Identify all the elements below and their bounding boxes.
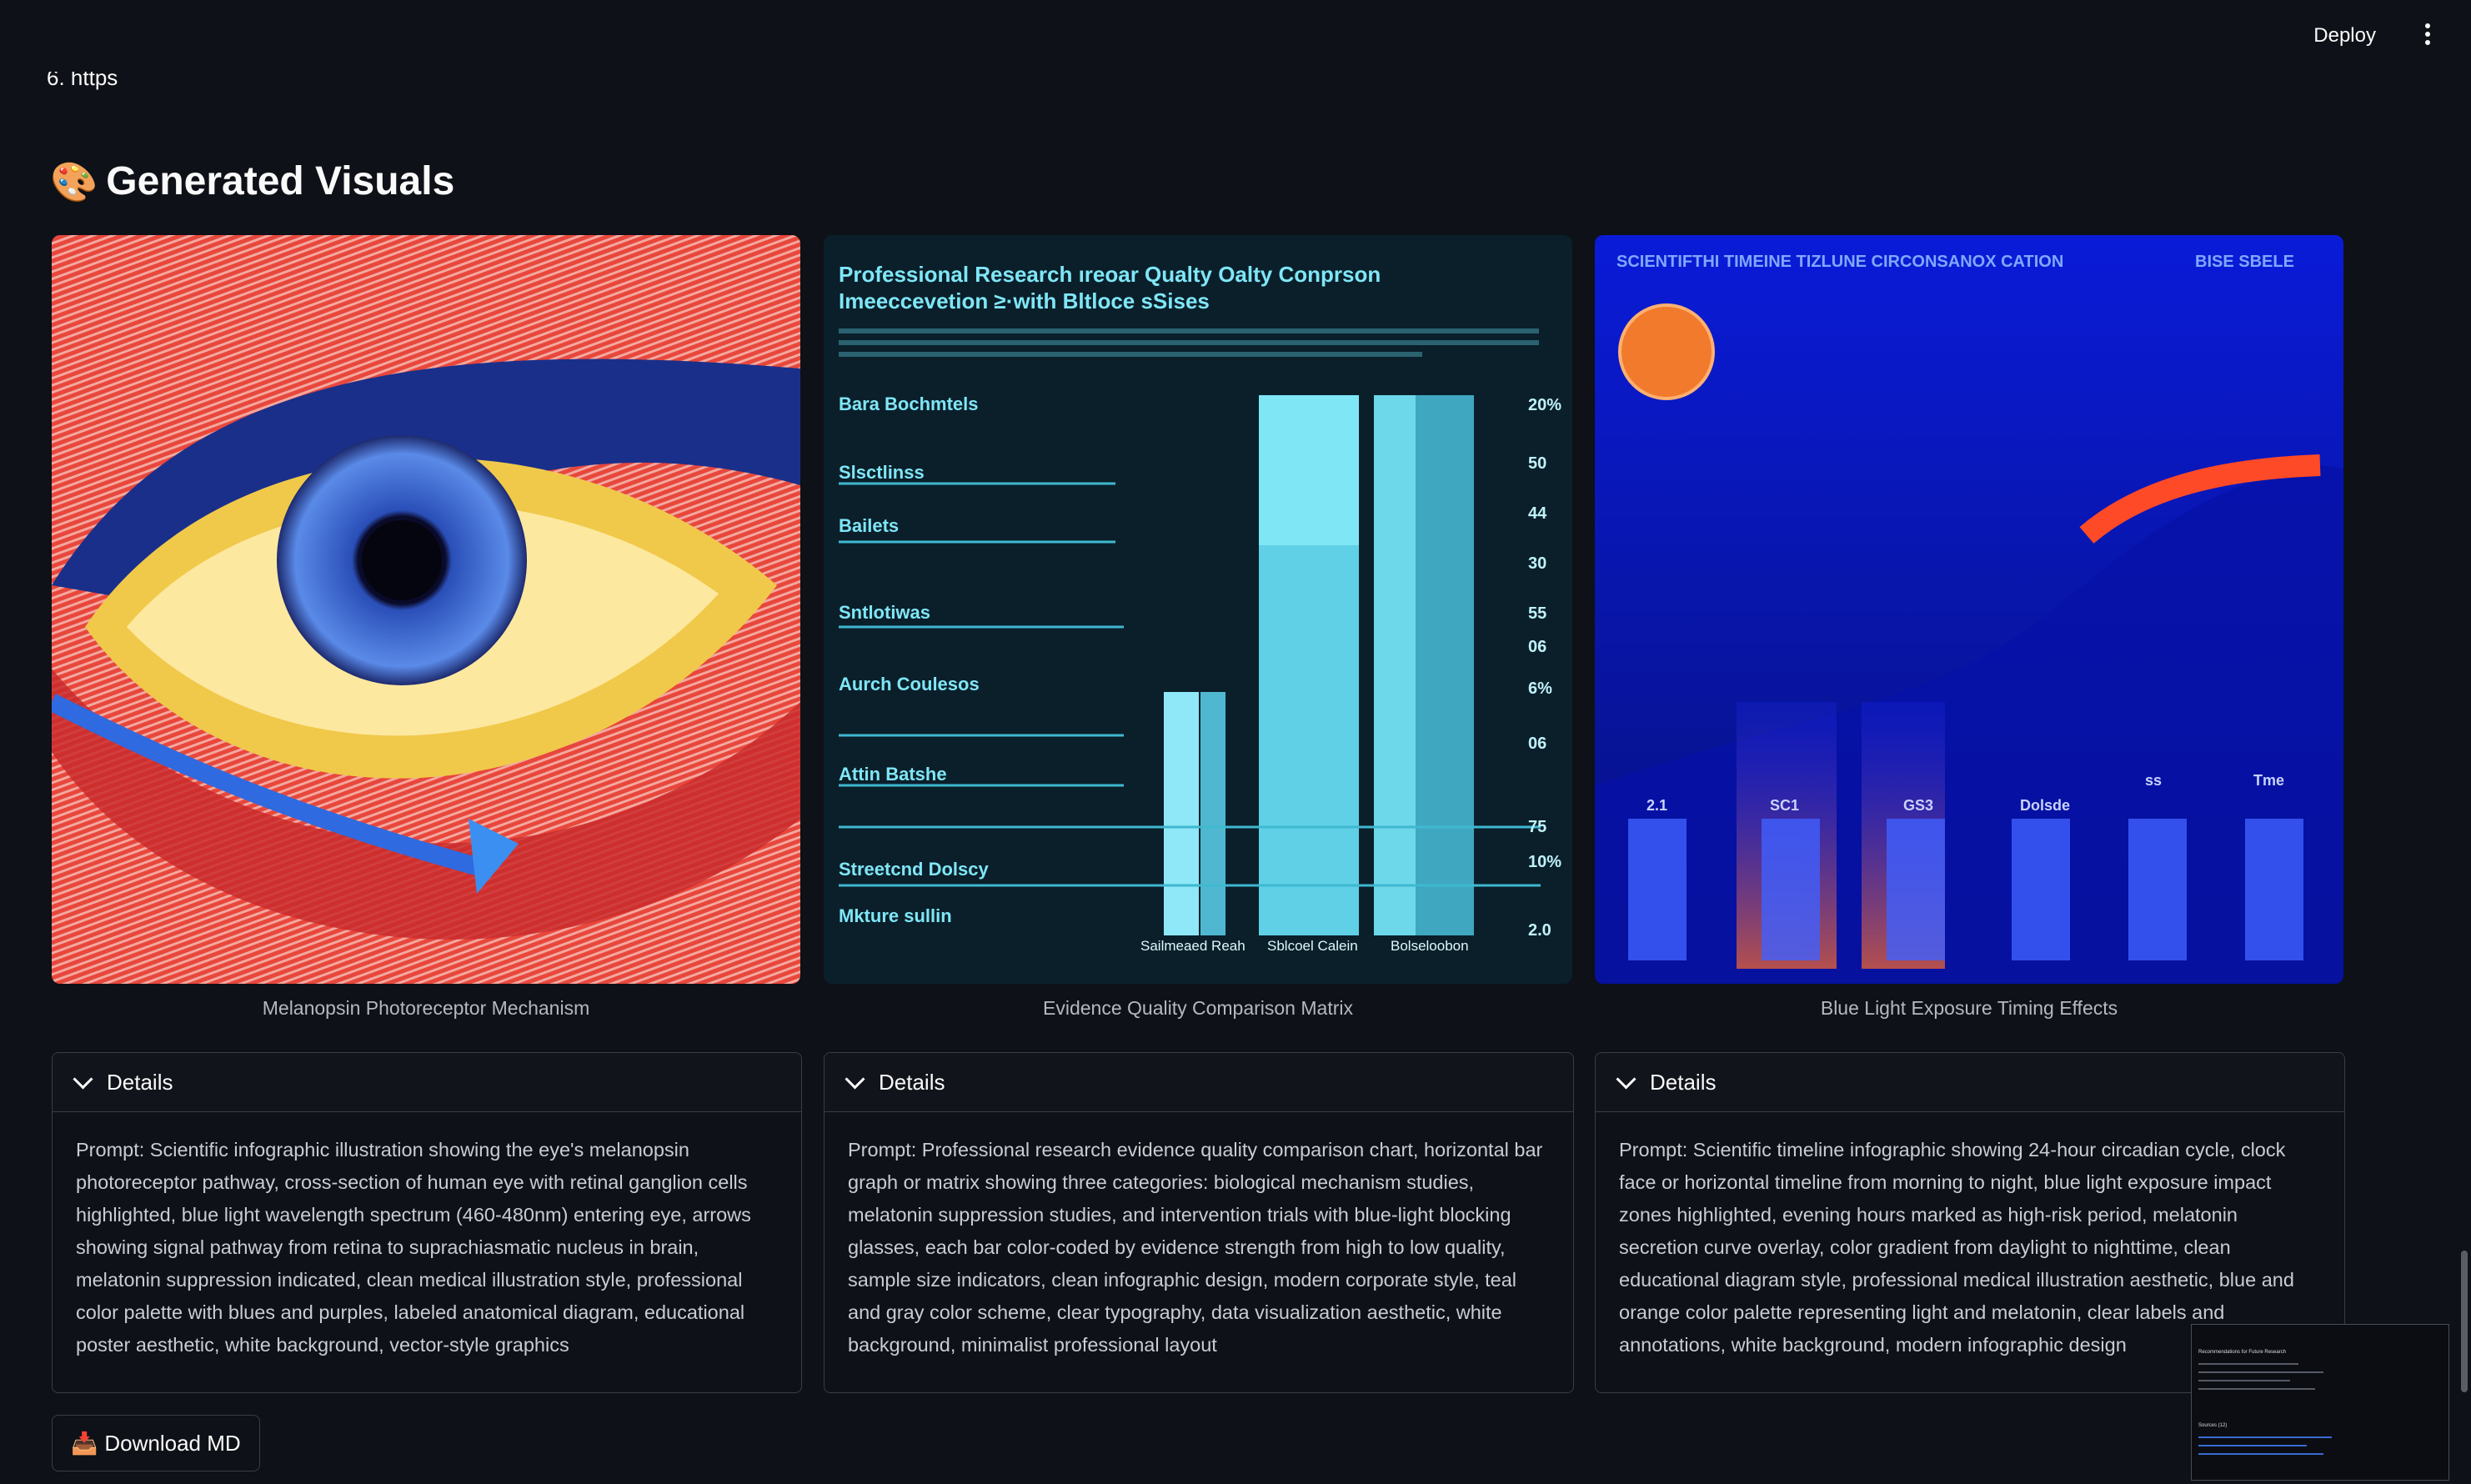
svg-text:75: 75: [1528, 818, 1546, 836]
download-label: Download MD: [104, 1430, 241, 1456]
row-label: Mkture sullin: [839, 905, 952, 926]
svg-text:2.1: 2.1: [1646, 797, 1667, 814]
svg-text:50: 50: [1528, 454, 1546, 473]
image-title: SCIENTIFTHI TIMEINE TIZLUNE CIRCONSANOX …: [1616, 253, 2063, 271]
row-label: Sntlotiwas: [839, 602, 930, 623]
row-label: Streetcnd Dolscy: [839, 859, 989, 880]
scrollbar-thumb[interactable]: [2461, 1251, 2468, 1392]
page-minimap[interactable]: Recommendations for Future Research Sour…: [2191, 1324, 2449, 1481]
row-label: Aurch Coulesos: [839, 674, 980, 694]
image-title-line-1: Professional Research ıreoar Qualty Oalt…: [839, 262, 1381, 287]
visual-card-3: SCIENTIFTHI TIMEINE TIZLUNE CIRCONSANOX …: [1595, 235, 2345, 1393]
svg-text:20%: 20%: [1528, 396, 1561, 414]
svg-text:GS3: GS3: [1903, 797, 1933, 814]
truncated-list-item: 6. https: [47, 65, 118, 90]
svg-text:Bolseloobon: Bolseloobon: [1391, 938, 1469, 954]
row-label: Bara Bochmtels: [839, 394, 979, 414]
details-label: Details: [1650, 1069, 1717, 1095]
visual-card-2: Professional Research ıreoar Qualty Oalt…: [824, 235, 1574, 1393]
svg-text:ss: ss: [2145, 772, 2162, 789]
chevron-down-icon: [73, 1068, 93, 1090]
details-toggle[interactable]: Details: [825, 1053, 1573, 1112]
svg-text:55: 55: [1528, 604, 1546, 623]
visual-card-1: Melanopsin Photoreceptor Mechanism Detai…: [52, 235, 802, 1393]
details-label: Details: [879, 1069, 945, 1095]
svg-text:10%: 10%: [1528, 853, 1561, 871]
svg-text:6%: 6%: [1528, 679, 1552, 698]
section-title: Generated Visuals: [106, 159, 455, 203]
details-expander: Details Prompt: Professional research ev…: [824, 1052, 1574, 1393]
image-caption: Melanopsin Photoreceptor Mechanism: [262, 997, 590, 1019]
palette-icon: 🎨: [50, 159, 98, 203]
details-label: Details: [107, 1069, 173, 1095]
svg-text:2.0: 2.0: [1528, 921, 1551, 940]
image-title-line-2: Imeeccevetion ≥·with Bltloce sSises: [839, 288, 1210, 313]
details-toggle[interactable]: Details: [1596, 1053, 2344, 1112]
download-md-button[interactable]: 📥 Download MD: [52, 1415, 260, 1471]
prompt-text: Prompt: Professional research evidence q…: [848, 1139, 1543, 1356]
details-expander: Details Prompt: Scientific timeline info…: [1595, 1052, 2345, 1393]
evidence-matrix-image: Professional Research ıreoar Qualty Oalt…: [824, 235, 1572, 984]
section-heading: 🎨 Generated Visuals: [50, 158, 454, 204]
svg-text:44: 44: [1528, 504, 1547, 523]
row-label: Bailets: [839, 515, 899, 536]
svg-text:06: 06: [1528, 734, 1546, 753]
inbox-tray-icon: 📥: [71, 1430, 98, 1456]
prompt-text: Prompt: Scientific infographic illustrat…: [76, 1139, 751, 1356]
deploy-button[interactable]: Deploy: [2302, 18, 2388, 53]
chevron-down-icon: [1616, 1068, 1636, 1090]
svg-text:06: 06: [1528, 638, 1546, 656]
image-caption: Evidence Quality Comparison Matrix: [1043, 997, 1353, 1019]
minimap-heading: Recommendations for Future Research: [2198, 1350, 2287, 1355]
details-expander: Details Prompt: Scientific infographic i…: [52, 1052, 802, 1393]
row-label: Slsctlinss: [839, 462, 925, 483]
top-toolbar: Deploy: [0, 0, 2471, 72]
row-label: Attin Batshe: [839, 764, 947, 785]
svg-text:Tme: Tme: [2253, 772, 2284, 789]
image-title-right: BISE SBELE: [2195, 253, 2294, 271]
kebab-menu-icon[interactable]: [2419, 20, 2436, 53]
svg-text:30: 30: [1528, 554, 1546, 573]
svg-text:Sailmeaed Reah: Sailmeaed Reah: [1140, 938, 1246, 954]
svg-text:Sblcoel Calein: Sblcoel Calein: [1267, 938, 1358, 954]
image-caption: Blue Light Exposure Timing Effects: [1820, 997, 2118, 1019]
prompt-text: Prompt: Scientific timeline infographic …: [1619, 1139, 2294, 1356]
melanopsin-eye-image: [52, 235, 800, 984]
svg-text:Dolsde: Dolsde: [2020, 797, 2070, 814]
minimap-sources: Sources (12): [2198, 1423, 2228, 1428]
timing-effects-image: SCIENTIFTHI TIMEINE TIZLUNE CIRCONSANOX …: [1595, 235, 2343, 984]
details-toggle[interactable]: Details: [53, 1053, 801, 1112]
chevron-down-icon: [845, 1068, 865, 1090]
svg-text:SC1: SC1: [1770, 797, 1799, 814]
